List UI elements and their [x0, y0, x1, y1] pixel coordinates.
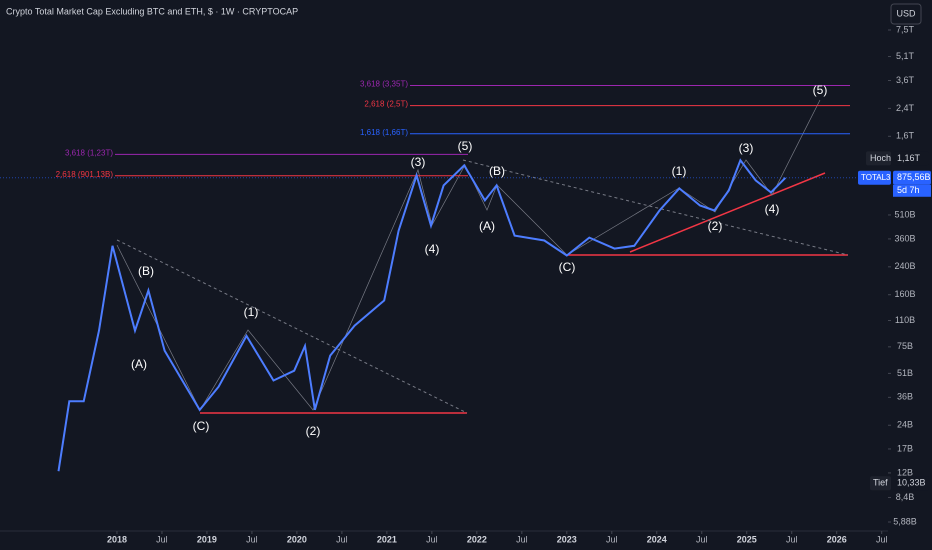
x-tick-label: Jul	[426, 534, 438, 544]
x-tick-label: 2019	[197, 534, 217, 544]
series-name-tag	[858, 170, 891, 185]
series-name: TOTAL3	[861, 173, 891, 182]
y-tick-label: 3,6T	[896, 75, 915, 85]
wave-label: (2)	[708, 219, 723, 233]
x-tick-label: Jul	[336, 534, 348, 544]
wave-label: (4)	[425, 242, 440, 256]
y-tick-label: 24B	[897, 420, 913, 430]
fib-label: 3,618 (3,35T)	[360, 80, 408, 89]
low-name-tag	[870, 476, 891, 491]
y-tick-label: 5,1T	[896, 51, 915, 61]
trend-line	[629, 172, 826, 253]
y-tick-label: 2,4T	[896, 103, 915, 113]
wave-label: (1)	[672, 164, 687, 178]
x-tick-label: 2024	[647, 534, 667, 544]
chart-title: Crypto Total Market Cap Excluding BTC an…	[6, 6, 298, 16]
last-countdown-tag	[893, 184, 931, 197]
dashed-line	[462, 159, 849, 256]
y-tick-label: 240B	[894, 261, 915, 271]
x-tick-label: Jul	[156, 534, 168, 544]
wave-label: (A)	[479, 219, 495, 233]
x-tick-label: 2023	[557, 534, 577, 544]
fib-label: 2,618 (2,5T)	[364, 100, 408, 109]
low-name: Tief	[873, 478, 888, 488]
x-tick-label: 2021	[377, 534, 397, 544]
wave-label: (2)	[306, 424, 321, 438]
y-tick-label: 360B	[894, 233, 915, 243]
x-tick-label: Jul	[876, 534, 888, 544]
wave-label: (5)	[458, 139, 473, 153]
x-tick-label: Jul	[786, 534, 798, 544]
x-tick-label: Jul	[696, 534, 708, 544]
high-tag	[893, 151, 929, 166]
y-tick-label: 12B	[897, 467, 913, 477]
y-tick-label: 510B	[894, 209, 915, 219]
y-tick-label: 17B	[897, 443, 913, 453]
x-tick-label: Jul	[246, 534, 258, 544]
last-countdown: 5d 7h	[897, 185, 920, 195]
y-tick-label: 51B	[897, 368, 913, 378]
currency: USD	[896, 8, 916, 18]
y-tick-label: 5,88B	[893, 516, 917, 526]
price-line	[57, 158, 787, 472]
wave-label: (C)	[559, 260, 576, 274]
last-text: 875,56B	[897, 172, 931, 182]
y-tick-label: 7,5T	[896, 24, 915, 34]
x-tick-label: Jul	[516, 534, 528, 544]
high-name: Hoch	[870, 153, 891, 163]
y-tick-label: 36B	[897, 392, 913, 402]
x-tick-label: 2026	[827, 534, 847, 544]
x-tick-label: 2018	[107, 534, 127, 544]
y-tick-label: 1,6T	[896, 131, 915, 141]
low-text: 10,33B	[897, 478, 926, 488]
wave-label: (B)	[489, 164, 505, 178]
wave-label: (B)	[138, 264, 154, 278]
wave-label: (A)	[131, 357, 147, 371]
fib-label: 3,618 (1,23T)	[65, 148, 113, 157]
wave-label: (C)	[193, 419, 210, 433]
y-tick-label: 160B	[894, 289, 915, 299]
y-tick-label: 110B	[895, 315, 915, 325]
high-name-tag	[866, 151, 891, 166]
x-tick-label: Jul	[606, 534, 618, 544]
currency-box[interactable]	[890, 3, 922, 25]
wave-label: (4)	[765, 202, 780, 216]
fib-label: 2,618 (901,13B)	[56, 170, 114, 179]
dashed-line	[116, 239, 468, 414]
last-tag	[893, 170, 931, 185]
wave-label: (1)	[244, 305, 259, 319]
fib-label: 1,618 (1,66T)	[360, 128, 408, 137]
y-tick-label: 8,4B	[896, 492, 915, 502]
x-tick-label: 2020	[287, 534, 307, 544]
wave-label: (3)	[739, 141, 754, 155]
high-text: 1,16T	[897, 153, 921, 163]
x-tick-label: 2022	[467, 534, 487, 544]
x-tick-label: 2025	[737, 534, 757, 544]
wave-label: (5)	[813, 83, 828, 97]
price-axis	[888, 0, 932, 550]
y-tick-label: 75B	[897, 341, 913, 351]
low-tag	[893, 476, 929, 491]
wave-label: (3)	[411, 155, 426, 169]
